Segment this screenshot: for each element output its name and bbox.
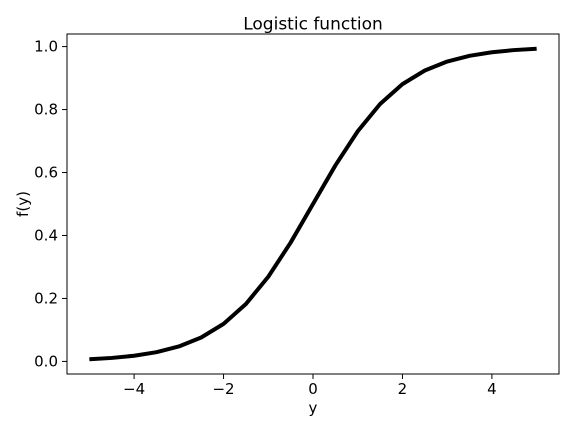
series-line-logistic	[89, 46, 537, 362]
y-tick-label: 0.0	[34, 352, 58, 370]
x-tick-label: −4	[123, 380, 145, 398]
y-tick-label: 0.6	[34, 164, 58, 182]
x-tick-label: 4	[487, 380, 497, 398]
y-tick-label: 0.8	[34, 101, 58, 119]
x-tick-label: −2	[212, 380, 234, 398]
series-layer	[89, 46, 537, 362]
x-tick-label: 2	[398, 380, 408, 398]
y-tick-label: 0.4	[34, 226, 58, 244]
y-axis-label: f(y)	[14, 191, 32, 217]
y-tick-label: 0.2	[34, 289, 58, 307]
y-axis-ticks: 0.0 0.2 0.4 0.6 0.8 1.0	[34, 38, 67, 370]
y-tick-label: 1.0	[34, 38, 58, 56]
x-tick-label: 0	[308, 380, 318, 398]
x-axis-label: y	[309, 399, 318, 417]
chart-title: Logistic function	[243, 15, 383, 35]
x-axis-ticks: −4 −2 0 2 4	[123, 374, 497, 398]
